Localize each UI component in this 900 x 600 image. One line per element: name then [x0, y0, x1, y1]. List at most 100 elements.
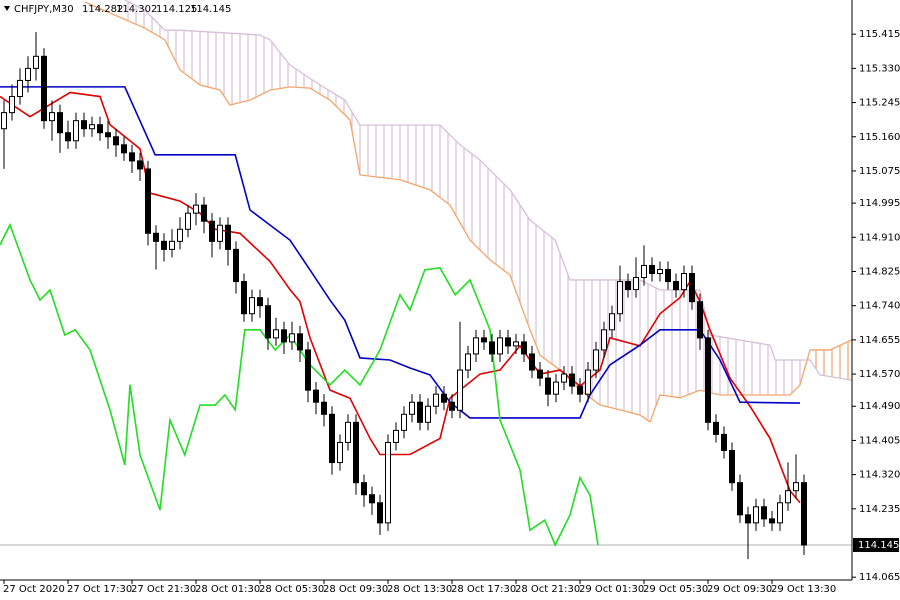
candle-body — [73, 120, 79, 142]
candle-body — [137, 160, 143, 170]
candle-body — [81, 120, 87, 130]
candle-body — [97, 124, 103, 134]
candle-body — [641, 264, 647, 279]
y-tick-label: 115.245 — [859, 98, 900, 109]
x-tick-label: 27 Oct 17:30 — [67, 584, 132, 595]
x-tick-label: 27 Oct 2020 — [3, 584, 65, 595]
axes: 115.415 115.330 115.245 115.160 115.075 114.9… — [3, 29, 900, 595]
plot-area — [0, 0, 852, 560]
y-tick-label: 115.415 — [859, 29, 900, 40]
candle-body — [361, 482, 367, 496]
candle-body — [689, 273, 695, 303]
candle-body — [793, 482, 799, 492]
candle-body — [257, 297, 263, 307]
candle-body — [161, 240, 167, 250]
candle-body — [241, 281, 247, 315]
candle-body — [249, 297, 255, 315]
candle-body — [17, 79, 23, 98]
candle-body — [105, 132, 111, 138]
candle-body — [465, 353, 471, 371]
candle-body — [193, 204, 199, 214]
candle-body — [521, 341, 527, 355]
candle-body — [585, 369, 591, 395]
candle-body — [529, 353, 535, 371]
candle-body — [785, 490, 791, 504]
candle-body — [457, 369, 463, 411]
candle-body — [129, 152, 135, 162]
candle-body — [737, 482, 743, 516]
x-tick-label: 29 Oct 05:30 — [643, 584, 708, 595]
cloud-hatch-bear — [127, 1, 801, 421]
x-tick-label: 28 Oct 13:30 — [387, 584, 452, 595]
menu-arrow[interactable] — [4, 6, 10, 11]
y-tick-label: 115.075 — [859, 166, 900, 177]
ohlc-high: 114.302 — [116, 4, 157, 15]
candle-body — [65, 132, 71, 142]
candle-body — [769, 518, 775, 524]
y-tick-label: 114.995 — [859, 198, 900, 209]
y-tick-label: 114.490 — [859, 401, 900, 412]
senkou-span-a — [84, 1, 852, 423]
candle-body — [225, 224, 231, 250]
x-tick-label: 29 Oct 13:30 — [771, 584, 836, 595]
y-tick-label: 115.330 — [859, 63, 900, 74]
candle-body — [321, 401, 327, 415]
y-tick-label: 114.740 — [859, 301, 900, 312]
y-tick-label: 114.655 — [859, 335, 900, 346]
candle-body — [385, 441, 391, 524]
candle-body — [177, 228, 183, 242]
candle-body — [393, 429, 399, 443]
candle-body — [409, 401, 415, 415]
candle-body — [185, 212, 191, 230]
candle-body — [545, 377, 551, 395]
candle-body — [297, 333, 303, 351]
candle-body — [601, 329, 607, 351]
candle-body — [1, 112, 7, 130]
candle-body — [473, 337, 479, 355]
candle-body — [113, 136, 119, 146]
candle-body — [673, 281, 679, 291]
candle-body — [441, 393, 447, 403]
current-price-tag — [853, 538, 899, 553]
candle-body — [33, 55, 39, 69]
y-tick-label: 114.320 — [859, 470, 900, 481]
candle-body — [345, 421, 351, 443]
candle-body — [417, 401, 423, 423]
chikou-span — [0, 222, 599, 547]
candle-body — [265, 305, 271, 339]
candle-body — [753, 506, 759, 524]
y-tick-label: 114.910 — [859, 232, 900, 243]
candle-body — [313, 389, 319, 403]
candle-body — [217, 224, 223, 242]
y-tick-label: 114.235 — [859, 504, 900, 515]
candle-body — [705, 337, 711, 423]
candle-body — [489, 341, 495, 355]
y-tick-label: 114.825 — [859, 266, 900, 277]
candle-body — [145, 168, 151, 234]
candle-body — [593, 349, 599, 371]
candle-body — [609, 313, 615, 331]
x-tick-label: 28 Oct 09:30 — [323, 584, 388, 595]
candle-body — [481, 337, 487, 343]
candle-body — [209, 220, 215, 242]
candle-body — [505, 337, 511, 347]
x-tick-label: 27 Oct 21:30 — [131, 584, 196, 595]
candle-body — [41, 55, 47, 122]
candle-body — [25, 67, 31, 81]
ohlc-open: 114.282 — [82, 4, 123, 15]
candle-body — [121, 144, 127, 154]
y-tick-label: 114.065 — [859, 572, 900, 583]
x-tick-label: 28 Oct 01:30 — [195, 584, 260, 595]
candle-body — [801, 482, 807, 546]
candle-body — [777, 502, 783, 524]
candle-body — [201, 204, 207, 222]
candle-body — [729, 449, 735, 484]
candle-body — [329, 413, 335, 464]
current-price-label: 114.145 — [858, 540, 899, 551]
candle-body — [153, 232, 159, 242]
candle-body — [657, 268, 663, 275]
candle-body — [89, 124, 95, 130]
ohlc-close: 114.145 — [190, 4, 231, 15]
